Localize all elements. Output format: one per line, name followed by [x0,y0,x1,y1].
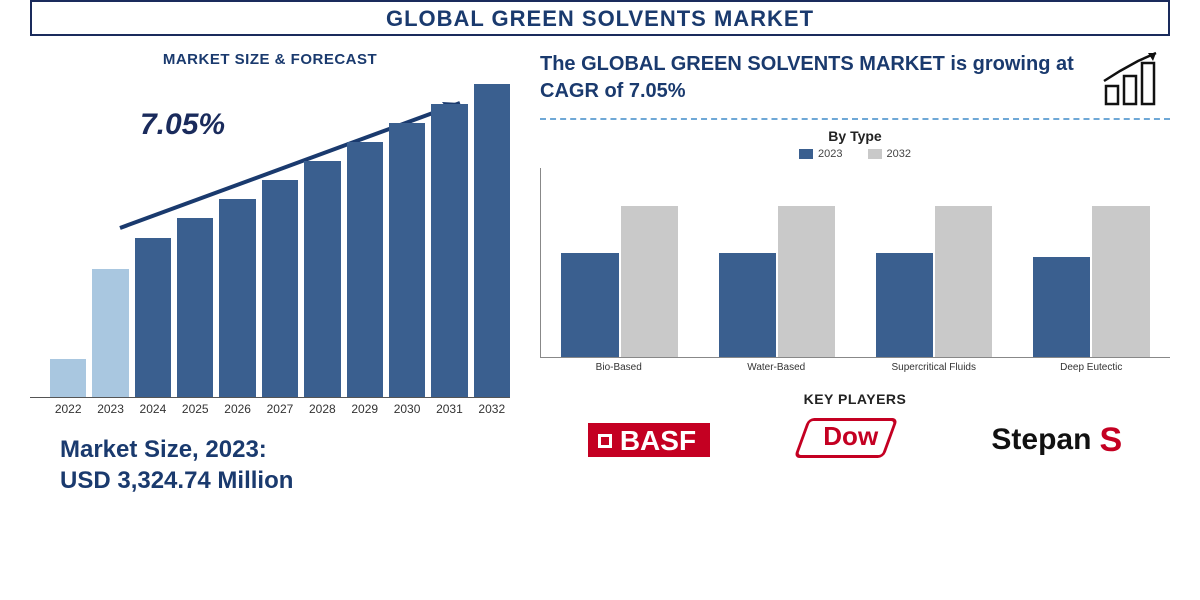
forecast-bar [92,269,128,397]
by-type-bar-chart [540,168,1170,358]
type-bar-2032 [935,206,992,357]
type-bar-group [713,168,840,357]
forecast-bar [135,238,171,398]
title-bar: GLOBAL GREEN SOLVENTS MARKET [30,0,1170,36]
type-category-label: Bio-Based [555,362,683,373]
market-size-line1: Market Size, 2023: [60,434,510,465]
forecast-bar [304,161,340,397]
type-bar-2032 [778,206,835,357]
forecast-bar [474,84,510,397]
forecast-year-label: 2024 [135,402,171,416]
forecast-x-axis: 2022 2023 2024 2025 2026 2027 2028 2029 2030 2031… [30,402,510,416]
forecast-bar [262,180,298,397]
type-bar-2032 [621,206,678,357]
content-row: MARKET SIZE & FORECAST 7.05% 20222023202… [0,36,1200,496]
forecast-bar [347,142,383,397]
type-category-label: Deep Eutectic [1028,362,1156,373]
type-bar-2023 [876,253,933,357]
forecast-year-label: 2028 [304,402,340,416]
market-size-line2: USD 3,324.74 Million [60,465,510,496]
type-bar-group [871,168,998,357]
key-players-title: KEY PLAYERS [540,391,1170,407]
forecast-bar [177,218,213,397]
forecast-year-label: 2031 [431,402,467,416]
type-bar-2023 [1033,257,1090,357]
type-bar-group [556,168,683,357]
forecast-bar [431,104,467,397]
logo-stepan: Stepan S [991,421,1122,460]
by-type-x-axis: Bio-Based Water-Based Supercritical Fluids… [540,362,1170,373]
type-bar-2023 [719,253,776,357]
forecast-year-label: 2026 [219,402,255,416]
type-category-label: Water-Based [713,362,841,373]
logo-dow: Dow [786,415,916,465]
forecast-bar-chart: 7.05% [30,78,510,398]
headline-row: The GLOBAL GREEN SOLVENTS MARKET is grow… [540,51,1170,106]
basf-square-icon [598,434,612,448]
forecast-bar [219,199,255,397]
headline-text: The GLOBAL GREEN SOLVENTS MARKET is grow… [540,51,1085,105]
forecast-year-label: 2025 [177,402,213,416]
left-column: MARKET SIZE & FORECAST 7.05% 20222023202… [30,51,510,496]
logo-basf: BASF [588,423,710,457]
by-type-title: By Type [540,128,1170,144]
dashed-divider [540,118,1170,120]
stepan-s-icon: S [1099,421,1122,460]
forecast-bar [50,359,86,397]
forecast-year-label: 2022 [50,402,86,416]
by-type-legend: 2023 2032 [540,148,1170,160]
type-bar-group [1028,168,1155,357]
type-bar-2023 [561,253,618,357]
key-players-logos: BASF Dow Stepan S [540,415,1170,465]
right-column: The GLOBAL GREEN SOLVENTS MARKET is grow… [540,51,1170,496]
forecast-year-label: 2032 [474,402,510,416]
forecast-year-label: 2029 [347,402,383,416]
forecast-year-label: 2030 [389,402,425,416]
forecast-section-title: MARKET SIZE & FORECAST [30,51,510,68]
forecast-year-label: 2027 [262,402,298,416]
forecast-bar [389,123,425,397]
forecast-year-label: 2023 [92,402,128,416]
market-size-callout: Market Size, 2023: USD 3,324.74 Million [30,434,510,496]
type-bar-2032 [1092,206,1149,357]
legend-item-2023: 2023 [799,148,842,160]
legend-swatch-2023 [799,149,813,159]
page-title: GLOBAL GREEN SOLVENTS MARKET [32,6,1168,32]
legend-item-2032: 2032 [868,148,911,160]
type-category-label: Supercritical Fluids [870,362,998,373]
legend-swatch-2032 [868,149,882,159]
growth-chart-icon [1100,51,1170,106]
